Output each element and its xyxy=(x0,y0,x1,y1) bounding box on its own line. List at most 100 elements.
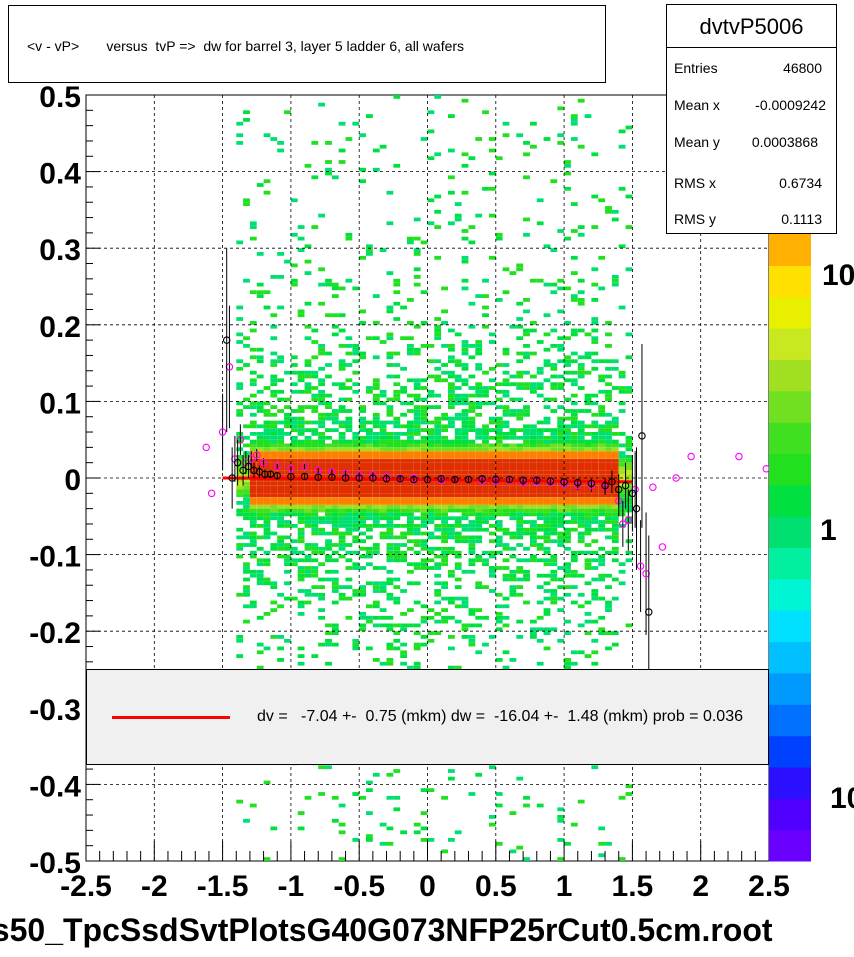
heatmap-cell xyxy=(489,474,496,478)
heatmap-cell xyxy=(625,435,633,440)
heatmap-cell xyxy=(366,244,373,249)
heatmap-cell xyxy=(407,428,414,432)
heatmap-cell xyxy=(570,650,578,655)
heatmap-cell xyxy=(605,512,612,517)
heatmap-cell xyxy=(448,635,455,639)
heatmap-cell xyxy=(536,451,544,455)
heatmap-cell xyxy=(249,569,257,574)
profile-black-point xyxy=(341,474,350,482)
heatmap-cell xyxy=(509,501,517,505)
heatmap-cell xyxy=(325,497,332,501)
heatmap-cell xyxy=(304,508,312,513)
heatmap-cell xyxy=(290,198,298,203)
heatmap-cell xyxy=(516,447,524,452)
heatmap-cell xyxy=(482,489,489,494)
heatmap-cell xyxy=(475,405,483,409)
heatmap-cell xyxy=(550,554,558,559)
heatmap-cell xyxy=(318,451,325,455)
heatmap-cell xyxy=(564,160,571,164)
heatmap-cell xyxy=(393,546,401,551)
heatmap-cell xyxy=(256,569,264,574)
heatmap-cell xyxy=(441,466,448,471)
heatmap-cell xyxy=(598,359,606,364)
heatmap-cell xyxy=(318,347,325,352)
heatmap-cell xyxy=(386,409,394,413)
heatmap-cell xyxy=(570,137,578,141)
heatmap-cell xyxy=(366,432,373,436)
heatmap-cell xyxy=(345,566,353,570)
heatmap-cell xyxy=(625,558,633,563)
heatmap-cell xyxy=(605,206,612,210)
heatmap-cell xyxy=(591,489,599,494)
heatmap-cell xyxy=(461,236,469,241)
heatmap-cell xyxy=(550,562,558,567)
heatmap-cell xyxy=(502,543,510,547)
heatmap-cell xyxy=(243,424,250,429)
heatmap-cell xyxy=(536,558,544,563)
heatmap-cell xyxy=(338,420,346,425)
heatmap-cell xyxy=(393,470,401,475)
heatmap-cell xyxy=(400,524,407,528)
heatmap-cell xyxy=(489,524,496,528)
heatmap-cell xyxy=(523,217,530,222)
heatmap-cell xyxy=(618,455,626,459)
heatmap-cell xyxy=(297,409,305,413)
heatmap-cell xyxy=(311,466,319,471)
heatmap-cell xyxy=(277,435,284,440)
heatmap-cell xyxy=(386,489,394,494)
heatmap-cell xyxy=(468,535,476,540)
heatmap-cell xyxy=(263,558,271,563)
heatmap-cell xyxy=(359,592,366,597)
heatmap-cell xyxy=(441,608,448,612)
heatmap-cell xyxy=(495,420,503,425)
heatmap-cell xyxy=(441,470,448,475)
heatmap-cell xyxy=(482,550,489,555)
heatmap-cell xyxy=(243,435,250,440)
heatmap-cell xyxy=(372,524,380,528)
heatmap-cell xyxy=(311,512,319,517)
heatmap-cell xyxy=(475,608,483,612)
heatmap-cell xyxy=(413,416,421,421)
heatmap-cell xyxy=(427,470,435,475)
heatmap-cell xyxy=(413,462,421,467)
heatmap-cell xyxy=(325,623,332,628)
heatmap-cell xyxy=(372,658,380,662)
heatmap-cell xyxy=(304,546,312,551)
heatmap-cell xyxy=(236,386,244,390)
heatmap-cell xyxy=(284,489,291,494)
heatmap-cell xyxy=(359,524,366,528)
heatmap-cell xyxy=(454,443,462,448)
heatmap-cell xyxy=(318,213,325,218)
heatmap-cell xyxy=(550,531,558,536)
heatmap-cell xyxy=(277,462,284,467)
heatmap-cell xyxy=(598,615,606,620)
heatmap-cell xyxy=(543,535,551,540)
heatmap-cell xyxy=(448,221,455,226)
heatmap-cell xyxy=(509,470,517,475)
heatmap-cell xyxy=(516,566,524,570)
heatmap-cell xyxy=(434,317,442,321)
heatmap-cell xyxy=(468,474,476,478)
heatmap-cell xyxy=(386,581,394,586)
heatmap-cell xyxy=(557,405,565,409)
heatmap-cell xyxy=(249,539,257,544)
heatmap-cell xyxy=(352,389,360,394)
heatmap-cell xyxy=(318,389,325,394)
heatmap-cell xyxy=(605,497,612,501)
heatmap-cell xyxy=(359,516,366,521)
heatmap-cell xyxy=(605,332,612,337)
heatmap-cell xyxy=(434,573,442,578)
heatmap-cell xyxy=(564,592,571,597)
heatmap-cell xyxy=(482,186,489,191)
heatmap-cell xyxy=(618,508,626,513)
heatmap-cell xyxy=(366,501,373,505)
heatmap-cell xyxy=(475,485,483,490)
heatmap-cell xyxy=(523,795,530,800)
heatmap-cell xyxy=(441,558,448,563)
heatmap-cell xyxy=(564,451,571,455)
heatmap-cell xyxy=(530,462,537,467)
heatmap-cell xyxy=(318,485,325,490)
heatmap-cell xyxy=(475,462,483,467)
heatmap-cell xyxy=(509,382,517,387)
heatmap-cell xyxy=(482,481,489,486)
